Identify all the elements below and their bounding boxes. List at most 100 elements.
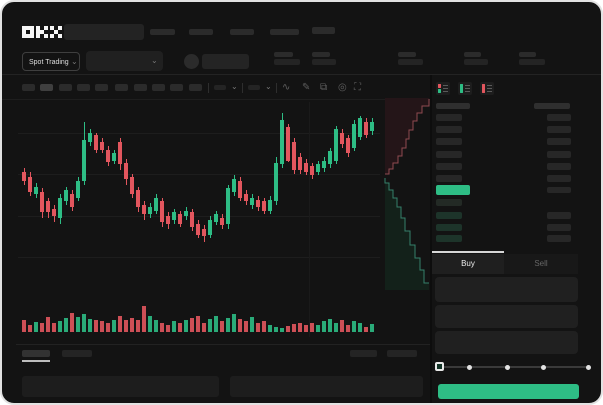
amount-slider[interactable] — [432, 357, 601, 377]
chevron-down-icon[interactable]: ⌄ — [231, 82, 238, 91]
interval-selector[interactable] — [214, 85, 226, 90]
candlestick-layer[interactable] — [2, 2, 430, 342]
bottom-tab-active[interactable] — [22, 350, 50, 357]
nav-item[interactable] — [270, 29, 299, 35]
candle-body — [190, 212, 194, 228]
buy-submit-button[interactable] — [438, 384, 579, 399]
order-input-field[interactable] — [435, 331, 578, 354]
candle-body — [34, 186, 38, 194]
ask-price[interactable] — [436, 114, 462, 121]
order-input-field[interactable] — [435, 277, 578, 302]
bottom-action[interactable] — [350, 350, 377, 357]
timeframe-button[interactable] — [22, 84, 35, 91]
volume-bar — [28, 325, 32, 332]
draw-icon[interactable]: ✎ — [302, 82, 311, 93]
slider-track[interactable] — [438, 366, 590, 368]
candle-body — [22, 171, 26, 181]
okx-logo — [22, 26, 62, 38]
book-asks-icon[interactable] — [480, 82, 494, 95]
volume-bar — [214, 316, 218, 332]
indicator-selector[interactable] — [248, 85, 260, 90]
timeframe-button-active[interactable] — [40, 84, 53, 91]
bottom-field[interactable] — [230, 376, 423, 397]
timeframe-button[interactable] — [152, 84, 165, 91]
ask-price[interactable] — [436, 151, 462, 158]
bid-price[interactable] — [436, 235, 462, 242]
candle-body — [100, 142, 104, 150]
market-type-selector[interactable]: Spot Trading ⌄ — [22, 52, 80, 71]
camera-icon[interactable]: ⧉ — [320, 82, 328, 93]
candle-body — [142, 205, 146, 215]
volume-bar — [202, 323, 206, 332]
orderbook-panel — [432, 75, 601, 252]
timeframe-button[interactable] — [77, 84, 90, 91]
ask-price[interactable] — [436, 175, 462, 182]
line-chart-icon[interactable]: ∿ — [282, 82, 291, 93]
bid-price[interactable] — [436, 199, 462, 206]
toolbar-divider — [276, 83, 277, 93]
candle-body — [28, 177, 32, 193]
chevron-down-icon: ⌄ — [71, 57, 78, 66]
candle-body — [250, 197, 254, 206]
volume-bar — [346, 325, 350, 332]
timeframe-button[interactable] — [115, 84, 128, 91]
order-input-field[interactable] — [435, 305, 578, 328]
slider-tick[interactable] — [540, 364, 546, 370]
nav-item[interactable] — [189, 29, 213, 35]
nav-item[interactable] — [230, 29, 254, 35]
candle-body — [256, 199, 260, 207]
volume-bar — [340, 320, 344, 332]
candle-body — [82, 140, 86, 181]
volume-bar — [190, 318, 194, 332]
bid-price[interactable] — [436, 212, 462, 219]
slider-handle[interactable] — [435, 362, 444, 371]
nav-item[interactable] — [312, 27, 335, 34]
timeframe-button[interactable] — [170, 84, 183, 91]
last-price-highlight[interactable] — [436, 185, 470, 195]
ask-price[interactable] — [436, 126, 462, 133]
ask-amount — [547, 126, 571, 133]
bottom-field[interactable] — [22, 376, 219, 397]
book-bids-icon[interactable] — [458, 82, 472, 95]
volume-bar — [244, 321, 248, 332]
ask-price[interactable] — [436, 138, 462, 145]
top-nav — [2, 2, 601, 46]
search-input[interactable] — [64, 24, 144, 40]
slider-tick[interactable] — [504, 364, 510, 370]
ask-amount — [547, 163, 571, 170]
slider-tick[interactable] — [466, 364, 472, 370]
bottom-action[interactable] — [387, 350, 417, 357]
orderbook-header-amount — [534, 103, 570, 109]
toolbar-divider — [208, 83, 209, 93]
candle-body — [112, 153, 116, 161]
ticker-row: Spot Trading ⌄ ⌄ — [2, 46, 601, 74]
candle-body — [268, 199, 272, 211]
candle-body — [130, 177, 134, 194]
tab-sell[interactable]: Sell — [504, 254, 578, 274]
fullscreen-icon[interactable]: ⛶ — [354, 82, 361, 93]
timeframe-button[interactable] — [189, 84, 202, 91]
chevron-down-icon[interactable]: ⌄ — [265, 82, 272, 91]
pair-selector[interactable]: ⌄ — [86, 51, 163, 71]
ask-price[interactable] — [436, 163, 462, 170]
gridline-h — [18, 133, 380, 134]
candle-body — [262, 201, 266, 211]
timeframe-button[interactable] — [59, 84, 72, 91]
timeframe-button[interactable] — [95, 84, 108, 91]
book-combined-icon[interactable] — [436, 82, 450, 95]
bid-price[interactable] — [436, 224, 462, 231]
candle-body — [226, 188, 230, 224]
timeframe-button[interactable] — [134, 84, 147, 91]
candle-body — [220, 218, 224, 226]
ticker-stat-value — [519, 59, 545, 65]
nav-item[interactable] — [150, 29, 175, 35]
candle-body — [310, 166, 314, 176]
volume-bar — [106, 323, 110, 332]
bottom-tab[interactable] — [62, 350, 92, 357]
tab-buy[interactable]: Buy — [432, 254, 504, 274]
gridline-h — [18, 174, 380, 175]
bids-column-glyph — [438, 89, 441, 93]
settings-icon[interactable]: ◎ — [338, 82, 347, 93]
candle-body — [202, 229, 206, 237]
slider-tick[interactable] — [585, 364, 591, 370]
